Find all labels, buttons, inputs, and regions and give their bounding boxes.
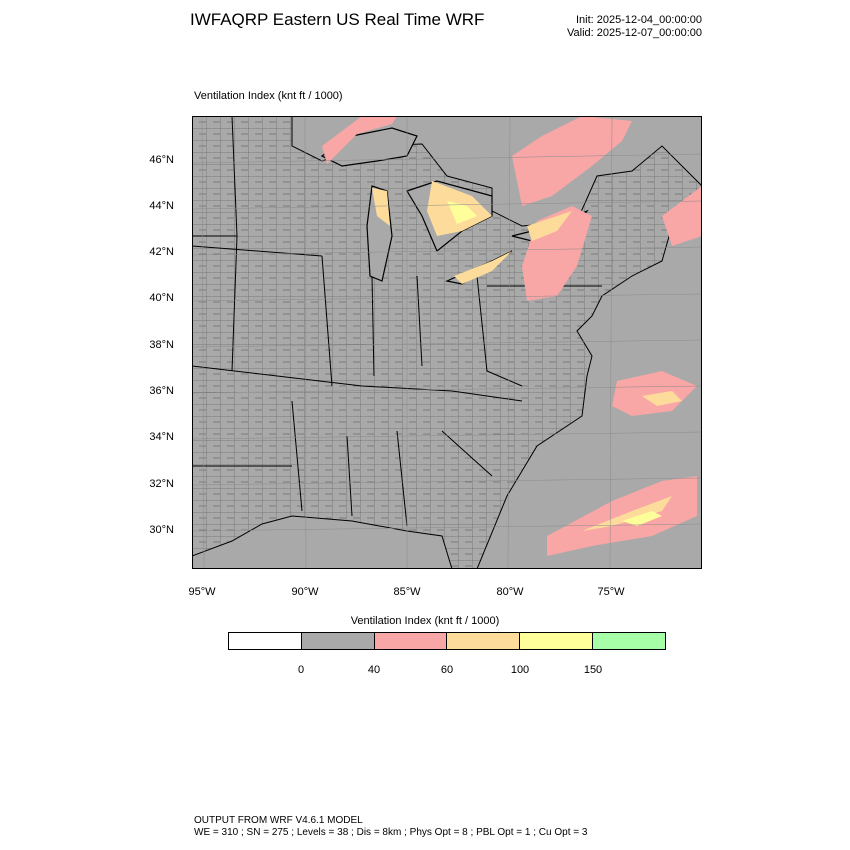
valid-time: Valid: 2025-12-07_00:00:00 xyxy=(567,27,702,39)
init-valid-times: Init: 2025-12-04_00:00:00 Valid: 2025-12… xyxy=(567,14,702,40)
map-panel xyxy=(192,116,702,569)
lat-label: 34°N xyxy=(149,431,174,443)
model-footer: OUTPUT FROM WRF V4.6.1 MODEL WE = 310 ; … xyxy=(194,815,587,839)
colorbar-swatch-60-100 xyxy=(447,633,521,649)
lon-label: 80°W xyxy=(496,586,524,598)
colorbar-tick-label: 150 xyxy=(583,664,603,676)
lon-label: 75°W xyxy=(597,586,625,598)
lat-label: 30°N xyxy=(149,524,174,536)
lon-label: 95°W xyxy=(188,586,216,598)
map-border xyxy=(192,116,702,569)
main-title: IWFAQRP Eastern US Real Time WRF xyxy=(190,10,485,29)
ventilation-yellow-regions xyxy=(447,201,662,526)
colorbar-swatch-below-0 xyxy=(229,633,302,649)
footer-line-2: WE = 310 ; SN = 275 ; Levels = 38 ; Dis … xyxy=(194,827,588,838)
colorbar-swatch-40-60 xyxy=(374,633,448,649)
init-time: Init: 2025-12-04_00:00:00 xyxy=(576,14,702,26)
graticule xyxy=(192,116,702,569)
colorbar xyxy=(228,632,666,650)
lon-label: 90°W xyxy=(291,586,319,598)
field-label: Ventilation Index (knt ft / 1000) xyxy=(194,90,343,102)
colorbar-tick-label: 60 xyxy=(440,664,454,676)
lat-label: 46°N xyxy=(149,154,174,166)
colorbar-tick-label: 100 xyxy=(510,664,530,676)
lat-label: 44°N xyxy=(149,200,174,212)
colorbar-tick-label: 0 xyxy=(297,664,305,676)
footer-line-1: OUTPUT FROM WRF V4.6.1 MODEL xyxy=(194,815,363,826)
colorbar-swatch-100-150 xyxy=(520,633,594,649)
lon-label: 85°W xyxy=(393,586,421,598)
colorbar-swatch-above-150 xyxy=(593,633,665,649)
lat-label: 38°N xyxy=(149,339,174,351)
colorbar-tick-label: 40 xyxy=(367,664,381,676)
lat-label: 42°N xyxy=(149,246,174,258)
state-boundaries xyxy=(192,116,602,527)
lat-label: 36°N xyxy=(149,385,174,397)
colorbar-swatch-0-40 xyxy=(301,633,375,649)
lake-superior xyxy=(320,127,418,167)
lat-label: 32°N xyxy=(149,478,174,490)
lat-label: 40°N xyxy=(149,292,174,304)
colorbar-title: Ventilation Index (knt ft / 1000) xyxy=(350,615,500,627)
